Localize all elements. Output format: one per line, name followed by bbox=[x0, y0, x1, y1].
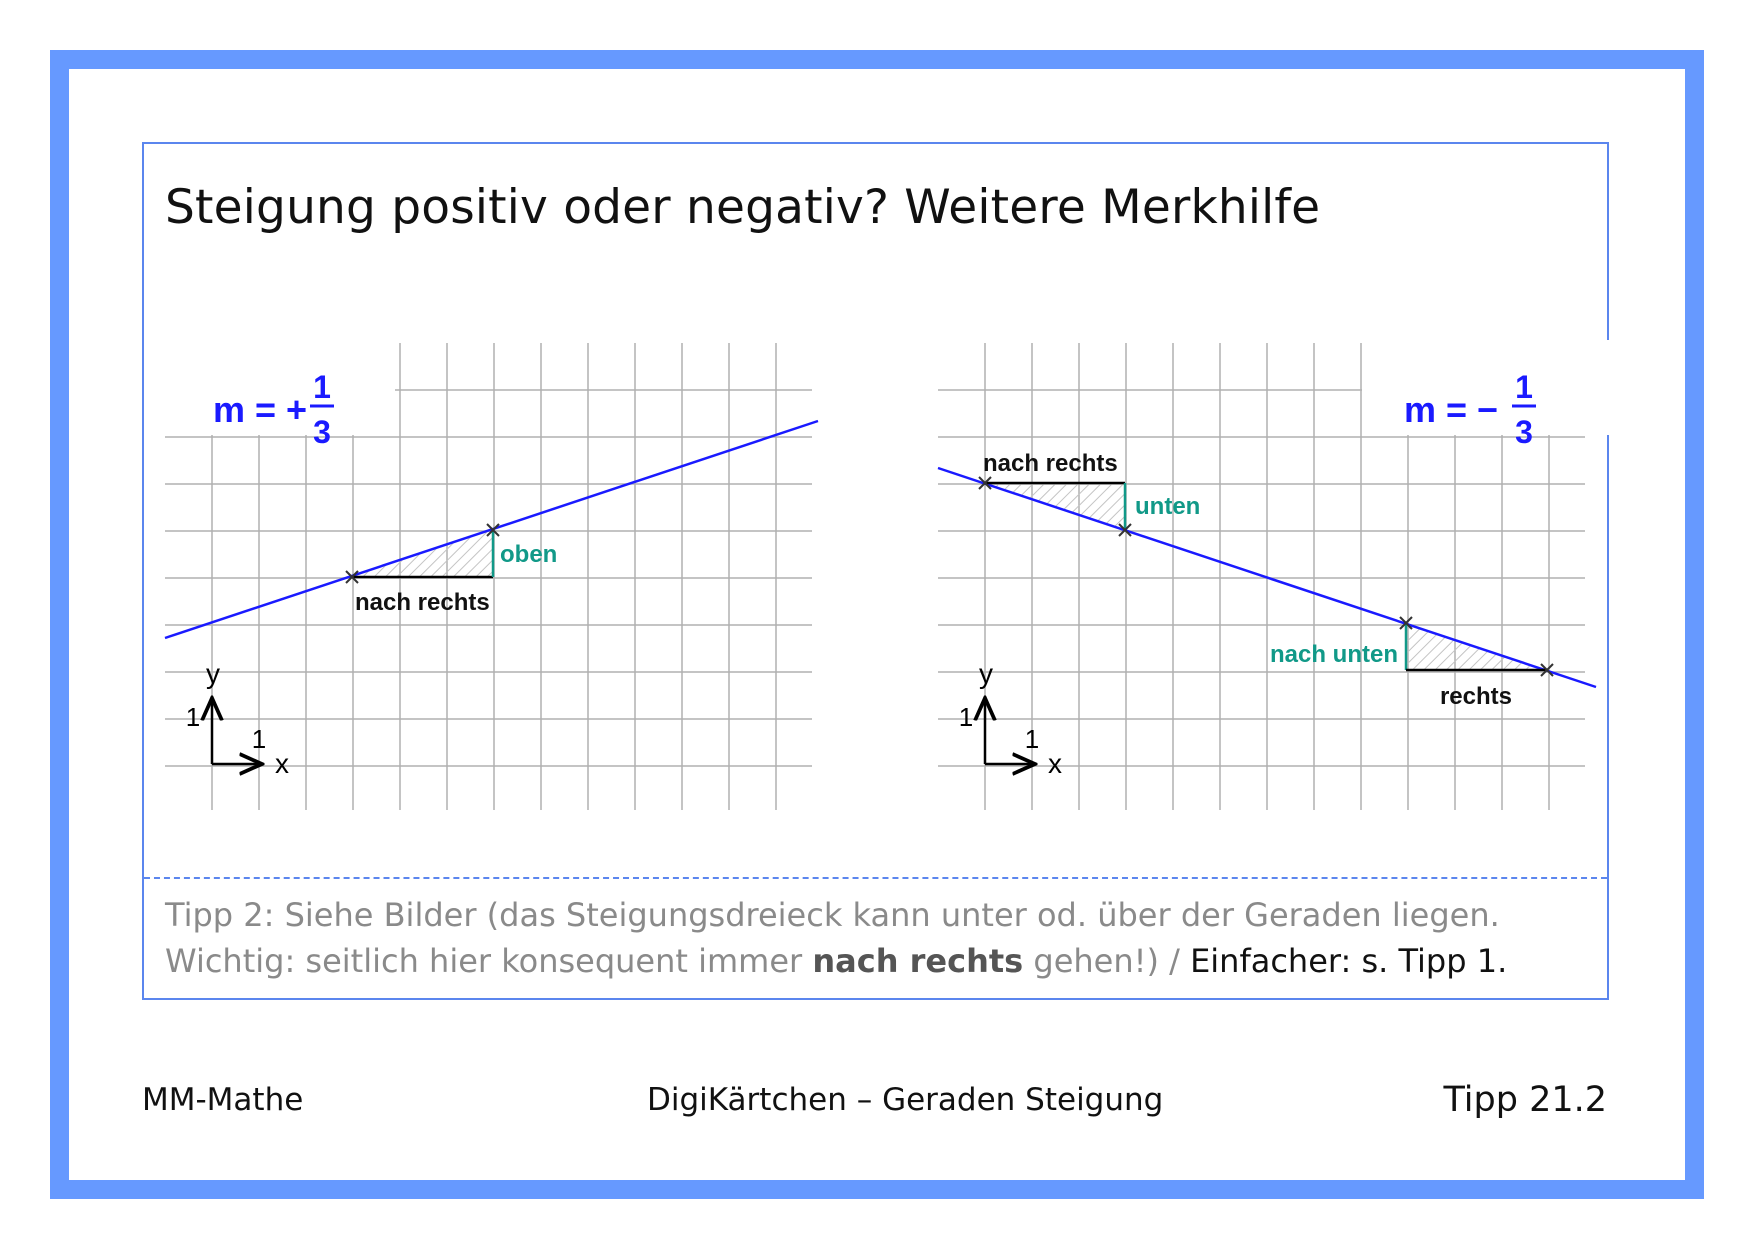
right-fall-label-top: unten bbox=[1135, 493, 1200, 520]
footer-brand: MM-Mathe bbox=[142, 1082, 304, 1118]
right-frac-den: 3 bbox=[1515, 414, 1533, 450]
left-x-label: x bbox=[275, 748, 289, 779]
left-y-tick: 1 bbox=[186, 702, 200, 732]
tip-line-2: Wichtig: seitlich hier konsequent immer … bbox=[165, 938, 1507, 984]
right-point-1 bbox=[978, 476, 992, 490]
right-x-label: x bbox=[1048, 748, 1062, 779]
tip-line-2-start: Wichtig: seitlich hier konsequent immer bbox=[165, 942, 813, 980]
right-point-4 bbox=[1540, 663, 1554, 677]
right-x-tick: 1 bbox=[1025, 724, 1039, 754]
left-frac-num: 1 bbox=[313, 369, 331, 405]
footer-tip-number: Tipp 21.2 bbox=[1443, 1080, 1607, 1120]
left-m-label: m = + bbox=[213, 389, 307, 430]
page-title: Steigung positiv oder negativ? Weitere M… bbox=[165, 180, 1321, 235]
left-point-1 bbox=[345, 570, 359, 584]
tip-line-2-mid: gehen!) / bbox=[1023, 942, 1191, 980]
tip-line-1: Tipp 2: Siehe Bilder (das Steigungsdreie… bbox=[165, 896, 1500, 934]
left-rise-label: oben bbox=[500, 541, 557, 568]
right-point-3 bbox=[1399, 616, 1413, 630]
right-frac-num: 1 bbox=[1515, 369, 1533, 405]
right-run-label-bottom: rechts bbox=[1440, 683, 1512, 710]
right-line bbox=[937, 466, 1597, 689]
right-label-area bbox=[1362, 340, 1612, 435]
left-x-tick: 1 bbox=[252, 724, 266, 754]
left-label-area bbox=[160, 340, 395, 435]
right-point-2 bbox=[1118, 523, 1132, 537]
tip-text: Tipp 2: Siehe Bilder (das Steigungsdreie… bbox=[165, 892, 1507, 984]
left-frac-den: 3 bbox=[313, 414, 331, 450]
right-fall-label-bottom: nach unten bbox=[1270, 641, 1398, 668]
right-m-label: m = − bbox=[1404, 389, 1498, 430]
tip-simpler-hint: Einfacher: s. Tipp 1. bbox=[1190, 942, 1508, 980]
left-y-label: y bbox=[206, 658, 220, 689]
footer-topic: DigiKärtchen – Geraden Steigung bbox=[647, 1082, 1164, 1118]
tip-emphasis: nach rechts bbox=[812, 942, 1024, 980]
left-run-label: nach rechts bbox=[355, 589, 490, 616]
right-y-tick: 1 bbox=[959, 702, 973, 732]
tip-card bbox=[142, 142, 1609, 1000]
right-y-label: y bbox=[979, 658, 993, 689]
dashed-divider bbox=[144, 877, 1607, 879]
right-run-label-top: nach rechts bbox=[983, 450, 1118, 477]
left-point-2 bbox=[486, 523, 500, 537]
